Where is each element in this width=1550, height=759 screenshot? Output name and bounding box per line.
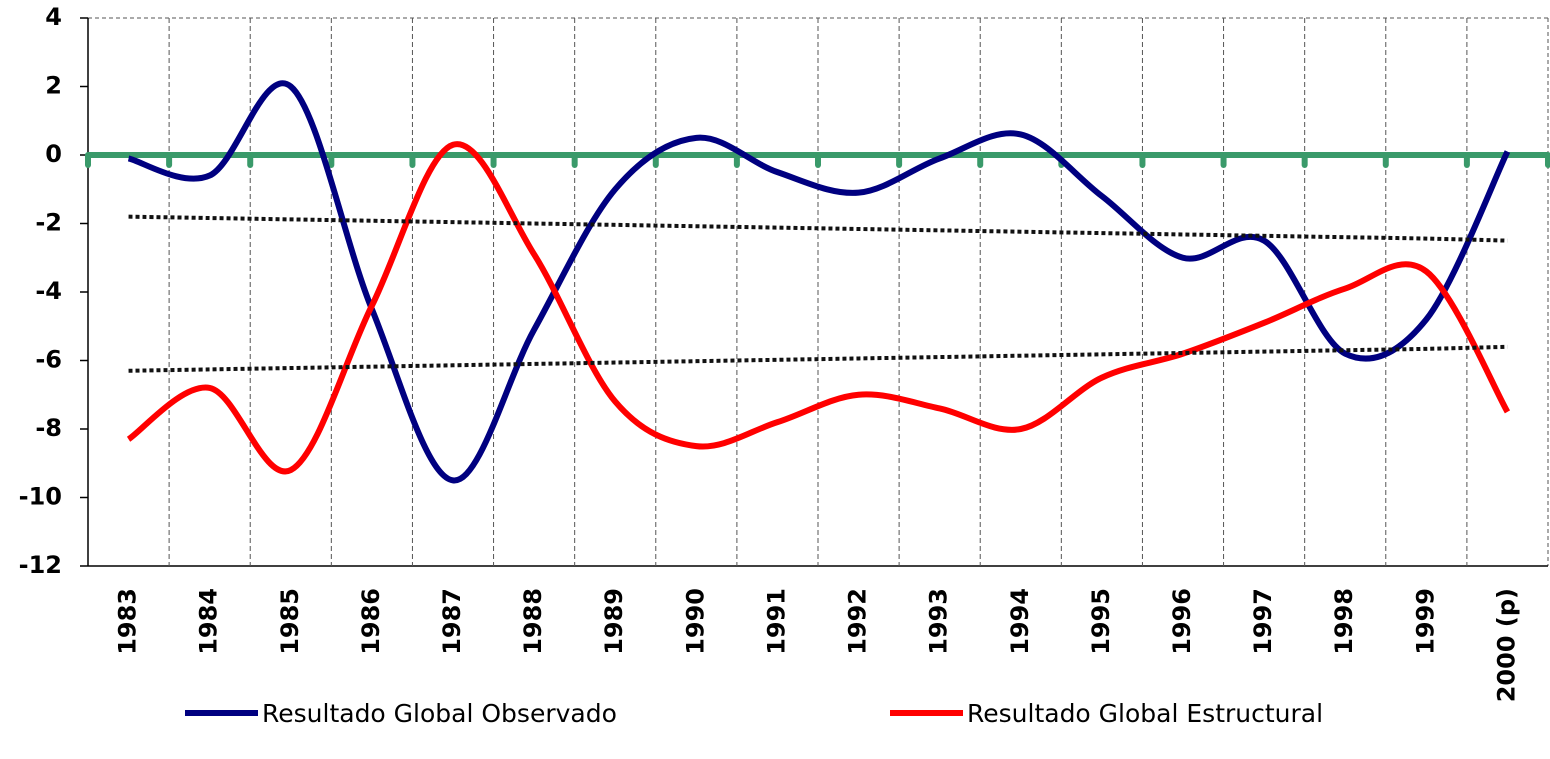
x-tick-label: 1995 [1087,588,1115,655]
legend-label: Resultado Global Observado [262,699,617,728]
y-tick-label: -2 [35,209,62,237]
x-tick-label: 1992 [844,588,872,655]
x-tick-label: 1988 [519,588,547,655]
y-tick-label: 0 [45,140,62,168]
legend-label: Resultado Global Estructural [967,699,1323,728]
x-tick-label: 1989 [600,588,628,655]
x-tick-label: 2000 (p) [1492,588,1520,702]
y-tick-label: -4 [35,277,62,305]
trend-line [128,214,1508,243]
x-tick-label: 1991 [762,588,790,655]
series-line [127,80,1511,484]
x-tick-label: 1983 [114,588,142,655]
series-line [126,141,1511,475]
x-tick-label: 1993 [925,588,953,655]
y-tick-label: -6 [35,346,62,374]
x-tick-label: 1996 [1168,588,1196,655]
x-tick-label: 1985 [276,588,304,655]
x-tick-label: 1998 [1330,588,1358,655]
y-tick-label: -10 [19,483,62,511]
y-tick-label: -12 [19,551,62,579]
x-tick-label: 1990 [681,588,709,655]
x-tick-label: 1999 [1411,588,1439,655]
x-tick-label: 1994 [1006,588,1034,655]
x-tick-label: 1997 [1249,588,1277,655]
x-tick-label: 1987 [438,588,466,655]
y-tick-label: -8 [35,414,62,442]
x-tick-label: 1986 [357,588,385,655]
trend-line [128,344,1508,373]
y-tick-label: 2 [45,72,62,100]
x-tick-label: 1984 [195,588,223,655]
y-tick-label: 4 [45,3,62,31]
